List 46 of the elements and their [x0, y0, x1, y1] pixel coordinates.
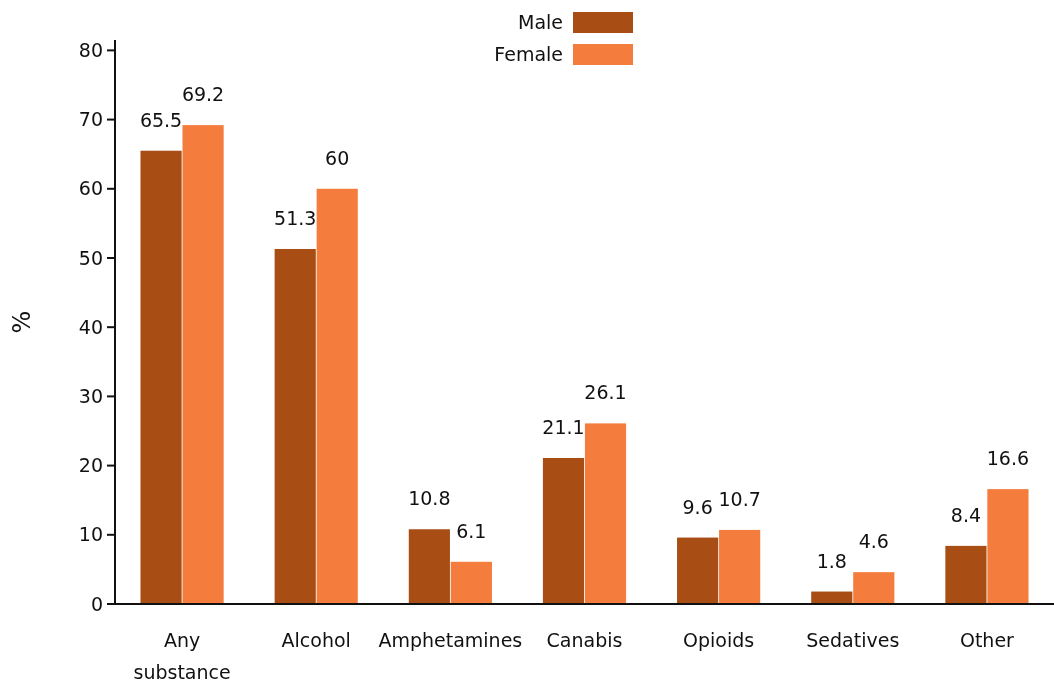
data-label: 51.3: [274, 206, 317, 229]
legend-label: Male: [517, 10, 563, 33]
data-label: 60: [325, 146, 350, 169]
data-label: 1.8: [816, 549, 847, 572]
y-tick-label: 70: [78, 108, 103, 131]
bar: [274, 248, 316, 604]
y-tick-label: 60: [78, 177, 103, 200]
y-tick-label: 30: [78, 385, 103, 408]
y-tick-label: 50: [78, 246, 103, 269]
bar: [945, 545, 987, 604]
legend-label: Female: [494, 42, 563, 65]
bar: [987, 489, 1029, 604]
y-axis-title: %: [8, 310, 36, 334]
x-tick-label: Any substance: [133, 629, 231, 683]
y-tick-label: 20: [78, 454, 103, 477]
data-label: 8.4: [950, 503, 982, 526]
x-tick-label: Other: [959, 629, 1015, 651]
data-label: 10.8: [408, 487, 451, 510]
data-label: 69.2: [181, 83, 225, 106]
y-tick-label: 10: [78, 523, 103, 546]
bar: [408, 529, 450, 604]
y-tick-label: 0: [90, 592, 103, 615]
bar: [584, 423, 627, 604]
x-tick-label: Amphetamines: [378, 629, 523, 651]
bar: [182, 125, 224, 604]
x-tick-label: Canabis: [546, 629, 623, 651]
bar: [542, 457, 585, 604]
x-tick-label: Sedatives: [806, 629, 900, 651]
bar: [450, 561, 492, 604]
x-tick-label: Opioids: [683, 629, 755, 651]
data-label: 21.1: [542, 415, 585, 438]
data-label: 4.6: [858, 530, 889, 553]
data-label: 9.6: [682, 495, 713, 518]
y-tick-label: 40: [78, 315, 103, 338]
y-tick-label: 80: [78, 39, 103, 62]
data-label: 26.1: [584, 381, 627, 404]
data-label: 6.1: [456, 519, 487, 542]
bar: [316, 188, 358, 604]
data-label: 10.7: [718, 487, 761, 510]
bar: [719, 529, 761, 604]
bar: [677, 537, 719, 604]
data-label: 65.5: [139, 108, 183, 131]
x-tick-label: Alcohol: [281, 629, 351, 651]
bar: [140, 150, 182, 604]
bar: [853, 572, 895, 604]
data-label: 16.6: [986, 447, 1030, 470]
